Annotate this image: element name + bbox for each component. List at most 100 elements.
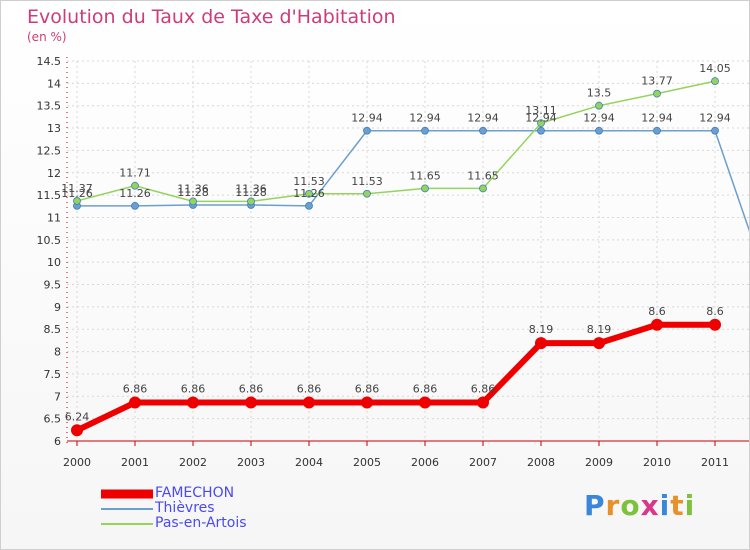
data-label: 11.26 [293, 187, 325, 200]
data-point [363, 126, 371, 135]
y-tick-label: 6.5 [44, 413, 62, 426]
data-label: 11.36 [235, 182, 267, 195]
y-tick-label: 13.5 [37, 100, 62, 113]
data-point [305, 189, 313, 198]
y-tick-label: 8.5 [44, 323, 62, 336]
logo-letter: t [670, 489, 685, 522]
y-tick-label: 9.5 [44, 279, 62, 292]
x-tick-label: 2006 [411, 456, 439, 469]
data-label: 11.28 [235, 186, 267, 199]
data-label: 6.86 [413, 383, 438, 396]
data-label: 13.11 [525, 104, 557, 117]
data-label: 6.86 [355, 383, 380, 396]
data-point [363, 189, 371, 198]
data-label: 12.94 [641, 112, 673, 125]
logo-letter: o [620, 489, 641, 522]
data-label: 11.53 [351, 175, 383, 188]
data-label: 6.86 [297, 383, 322, 396]
data-point [131, 181, 139, 190]
data-point [477, 396, 489, 409]
x-tick-label: 2004 [295, 456, 323, 469]
x-tick-label: 2002 [179, 456, 207, 469]
data-point [535, 337, 547, 350]
x-tick-label: 2007 [469, 456, 497, 469]
data-point [421, 184, 429, 193]
data-label: 11.36 [177, 182, 209, 195]
data-label: 12.94 [525, 112, 557, 125]
data-label: 6.86 [471, 383, 496, 396]
data-label: 13.77 [641, 75, 673, 88]
data-point [303, 396, 315, 409]
legend-label: FAMECHON [155, 485, 235, 501]
legend-label: Pas-en-Artois [155, 515, 247, 531]
data-point [595, 126, 603, 135]
data-label: 6.86 [181, 383, 206, 396]
legend-label: Thièvres [155, 500, 215, 516]
data-label: 11.65 [409, 169, 441, 182]
x-tick-label: 2010 [643, 456, 671, 469]
y-tick-label: 10 [47, 256, 61, 269]
data-label: 12.94 [351, 112, 383, 125]
data-label: 8.19 [587, 323, 612, 336]
data-point [479, 126, 487, 135]
data-label: 11.71 [119, 167, 151, 180]
data-label: 12.94 [583, 112, 615, 125]
legend-swatch [101, 523, 153, 525]
data-point [711, 77, 719, 86]
data-point [71, 424, 83, 437]
y-tick-label: 14.5 [37, 55, 62, 68]
data-point [711, 126, 719, 135]
data-label: 13.5 [587, 87, 612, 100]
legend-swatch [101, 508, 153, 510]
data-label: 6.86 [239, 383, 264, 396]
y-tick-label: 7.5 [44, 368, 62, 381]
series-line-continuation [714, 130, 749, 232]
data-point [189, 197, 197, 206]
x-tick-label: 2003 [237, 456, 265, 469]
data-label: 12.94 [409, 112, 441, 125]
data-point [187, 396, 199, 409]
data-point [593, 337, 605, 350]
chart-title: Evolution du Taux de Taxe d'Habitation [27, 6, 396, 28]
data-label: 8.19 [529, 323, 554, 336]
logo-letter: i [659, 489, 671, 522]
y-tick-label: 13 [47, 122, 61, 135]
x-tick-label: 2011 [701, 456, 729, 469]
y-tick-label: 12 [47, 167, 61, 180]
data-label: 11.37 [61, 182, 93, 195]
series-line-famechon [75, 321, 715, 433]
y-tick-label: 12.5 [37, 144, 62, 157]
y-tick-label: 6 [54, 435, 61, 448]
data-point [421, 126, 429, 135]
y-tick-label: 14 [47, 77, 61, 90]
legend-swatch [101, 489, 153, 499]
series-line-pas-en-artois [76, 80, 716, 203]
data-point [129, 396, 141, 409]
data-point [245, 396, 257, 409]
data-point [479, 184, 487, 193]
data-label: 8.6 [648, 305, 666, 318]
x-tick-label: 2009 [585, 456, 613, 469]
data-label: 11.28 [177, 186, 209, 199]
data-label: 11.26 [119, 187, 151, 200]
data-label: 6.24 [65, 410, 90, 423]
y-tick-label: 11 [47, 211, 61, 224]
data-label: 14.05 [699, 62, 731, 75]
data-label: 12.94 [699, 112, 731, 125]
logo-letter: r [605, 489, 621, 522]
data-point [653, 126, 661, 135]
data-point [73, 197, 81, 205]
data-label: 12.94 [467, 112, 499, 125]
y-tick-label: 11.5 [37, 189, 62, 202]
data-point [247, 197, 255, 206]
logo-letter: P [584, 489, 606, 522]
data-label: 11.53 [293, 175, 325, 188]
data-label: 8.6 [706, 305, 724, 318]
chart-unit: (en %) [27, 30, 67, 44]
series-line-thièvres [77, 129, 715, 207]
data-point [131, 201, 139, 210]
y-tick-label: 8 [54, 346, 61, 359]
y-tick-label: 9 [54, 301, 61, 314]
data-label: 11.65 [467, 169, 499, 182]
